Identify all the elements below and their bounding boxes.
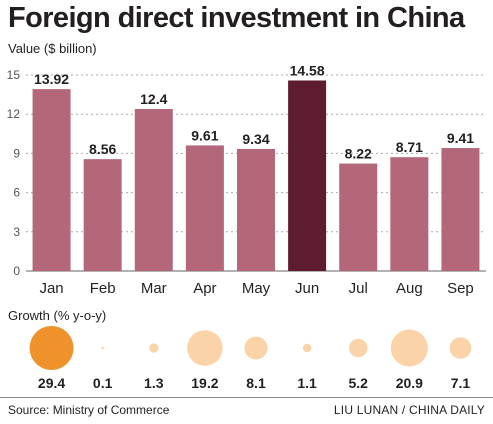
growth-value-label: 8.1 — [246, 375, 266, 391]
growth-value-label: 29.4 — [38, 375, 65, 391]
growth-bubble — [302, 343, 312, 353]
y-tick-label: 0 — [13, 264, 20, 278]
bar — [339, 163, 378, 271]
growth-bubble — [187, 330, 223, 366]
growth-value-labels: 29.4 0.1 1.3 19.2 8.1 1.1 5.2 20.9 7.1 — [38, 375, 470, 391]
y-axis-ticks: 0 3 6 9 12 15 — [7, 68, 21, 278]
growth-bubble — [101, 346, 104, 350]
bar — [237, 148, 275, 271]
x-tick-label: Apr — [193, 280, 216, 297]
bar — [134, 108, 173, 272]
growth-value-label: 20.9 — [396, 375, 423, 391]
x-tick-label: Mar — [141, 280, 167, 297]
y-axis-label: Value ($ billion) — [8, 41, 97, 56]
growth-bubble — [390, 329, 428, 367]
y-tick-label: 12 — [7, 107, 21, 121]
footer-divider — [0, 397, 493, 398]
bar — [185, 145, 224, 271]
growth-value-label: 1.3 — [144, 375, 164, 391]
x-tick-label: May — [242, 280, 271, 297]
x-axis-labels: Jan Feb Mar Apr May Jun Jul Aug Sep — [39, 280, 473, 297]
bar-value-label: 14.58 — [290, 62, 325, 78]
growth-value-label: 7.1 — [451, 375, 471, 391]
growth-bubble — [348, 338, 368, 358]
growth-bubble — [244, 336, 268, 360]
bars — [32, 80, 480, 272]
growth-value-label: 19.2 — [191, 375, 218, 391]
source-note: Source: Ministry of Commerce — [8, 403, 170, 417]
credit-note: LIU LUNAN / CHINA DAILY — [333, 403, 485, 417]
bar — [288, 80, 327, 271]
bar-value-label: 9.61 — [191, 127, 218, 143]
bar-value-label: 8.22 — [345, 146, 372, 162]
bar — [441, 148, 480, 271]
bar — [83, 159, 122, 271]
growth-bubble — [29, 326, 74, 370]
bar-value-label: 9.34 — [242, 131, 269, 147]
bar — [390, 157, 429, 271]
bar-value-label: 8.71 — [396, 139, 423, 155]
growth-value-label: 1.1 — [297, 375, 317, 391]
bar-value-labels: 13.92 8.56 12.4 9.61 9.34 14.58 8.22 8.71 9.41 — [34, 62, 474, 161]
growth-bubble — [149, 343, 159, 353]
y-tick-label: 6 — [13, 186, 20, 200]
bar-value-label: 12.4 — [140, 91, 167, 107]
chart-title: Foreign direct investment in China — [8, 2, 465, 34]
bar-chart: 0 3 6 9 12 15 13.92 8.56 12.4 9.61 9.34 14.58 8.22 8… — [7, 62, 486, 391]
bar-value-label: 8.56 — [89, 141, 116, 157]
bar-value-label: 9.41 — [447, 130, 474, 146]
bar-value-label: 13.92 — [34, 71, 69, 87]
growth-bubble — [449, 337, 472, 359]
growth-value-label: 0.1 — [93, 375, 113, 391]
growth-bubbles — [29, 326, 472, 370]
x-tick-label: Feb — [90, 280, 116, 297]
growth-label: Growth (% y-o-y) — [8, 308, 107, 323]
y-tick-label: 3 — [13, 225, 20, 239]
x-tick-label: Aug — [396, 280, 423, 297]
y-tick-label: 15 — [7, 68, 21, 82]
bar — [32, 89, 71, 271]
x-tick-label: Sep — [447, 280, 474, 297]
y-tick-label: 9 — [13, 146, 20, 160]
x-tick-label: Jun — [295, 280, 319, 297]
growth-value-label: 5.2 — [348, 375, 368, 391]
x-tick-label: Jan — [39, 280, 63, 297]
x-tick-label: Jul — [349, 280, 368, 297]
